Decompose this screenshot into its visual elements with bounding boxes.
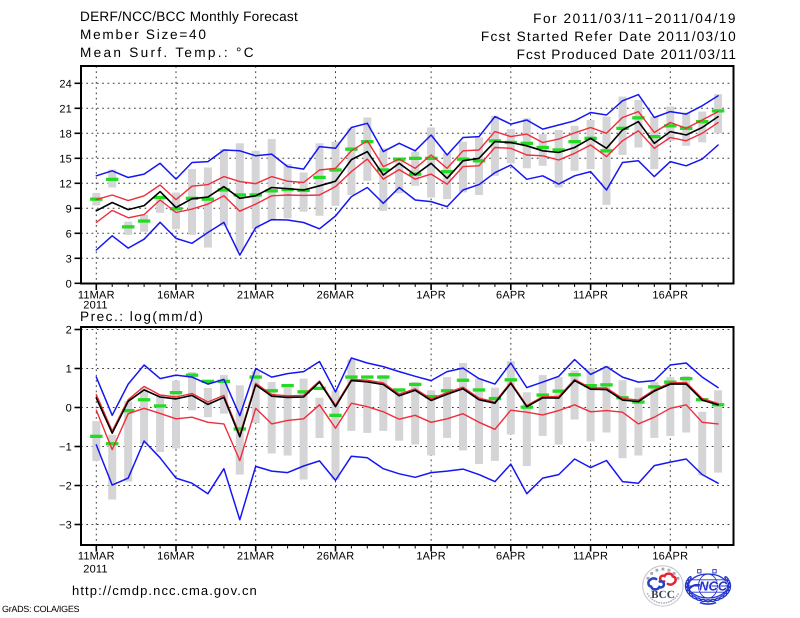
svg-text:11MAR: 11MAR: [78, 290, 115, 302]
svg-text:1APR: 1APR: [416, 550, 446, 562]
svg-text:Fcst Started Refer Date 2011/0: Fcst Started Refer Date 2011/03/10: [481, 29, 737, 44]
svg-text:2: 2: [66, 325, 72, 337]
svg-text:−1: −1: [59, 442, 72, 454]
svg-text:21MAR: 21MAR: [237, 550, 275, 562]
svg-text:NCC: NCC: [699, 579, 728, 594]
svg-text:Member Size=40: Member Size=40: [80, 27, 208, 42]
svg-text:2011: 2011: [83, 300, 107, 312]
svg-text:16MAR: 16MAR: [157, 290, 195, 302]
svg-text:6APR: 6APR: [496, 290, 526, 302]
svg-text:16APR: 16APR: [652, 550, 688, 562]
svg-text:11MAR: 11MAR: [78, 550, 115, 562]
svg-text:26MAR: 26MAR: [317, 550, 355, 562]
svg-text:6: 6: [66, 228, 72, 240]
svg-text:−2: −2: [59, 481, 72, 493]
svg-text:BCC: BCC: [651, 589, 675, 601]
svg-text:26MAR: 26MAR: [317, 290, 355, 302]
svg-text:0: 0: [66, 278, 72, 290]
svg-text:−3: −3: [59, 520, 72, 532]
svg-text:2011: 2011: [83, 563, 107, 575]
svg-text:24: 24: [59, 78, 72, 90]
svg-text:16MAR: 16MAR: [157, 550, 195, 562]
svg-text:18: 18: [59, 128, 72, 140]
svg-text:12: 12: [59, 178, 72, 190]
svg-text:1APR: 1APR: [416, 290, 446, 302]
svg-text:Fcst Produced Date 2011/03/11: Fcst Produced Date 2011/03/11: [517, 47, 737, 62]
svg-text:Mean Surf. Temp.: °C: Mean Surf. Temp.: °C: [80, 45, 256, 60]
svg-text:11APR: 11APR: [573, 550, 608, 562]
svg-text:6APR: 6APR: [496, 550, 526, 562]
svg-text:11APR: 11APR: [573, 290, 608, 302]
svg-text:1: 1: [66, 364, 72, 376]
svg-text:http://cmdp.ncc.cma.gov.cn: http://cmdp.ncc.cma.gov.cn: [72, 583, 258, 598]
svg-text:Prec.: log(mm/d): Prec.: log(mm/d): [80, 309, 204, 324]
svg-text:3: 3: [66, 253, 72, 265]
svg-text:16APR: 16APR: [652, 290, 688, 302]
svg-text:21: 21: [59, 103, 72, 115]
svg-text:For 2011/03/11−2011/04/19: For 2011/03/11−2011/04/19: [533, 11, 737, 26]
svg-text:GrADS: COLA/IGES: GrADS: COLA/IGES: [2, 604, 80, 614]
svg-text:9: 9: [66, 203, 72, 215]
svg-text:0: 0: [66, 403, 72, 415]
svg-text:DERF/NCC/BCC Monthly Forecast: DERF/NCC/BCC Monthly Forecast: [80, 9, 298, 24]
svg-text:15: 15: [59, 153, 72, 165]
svg-text:21MAR: 21MAR: [237, 290, 275, 302]
